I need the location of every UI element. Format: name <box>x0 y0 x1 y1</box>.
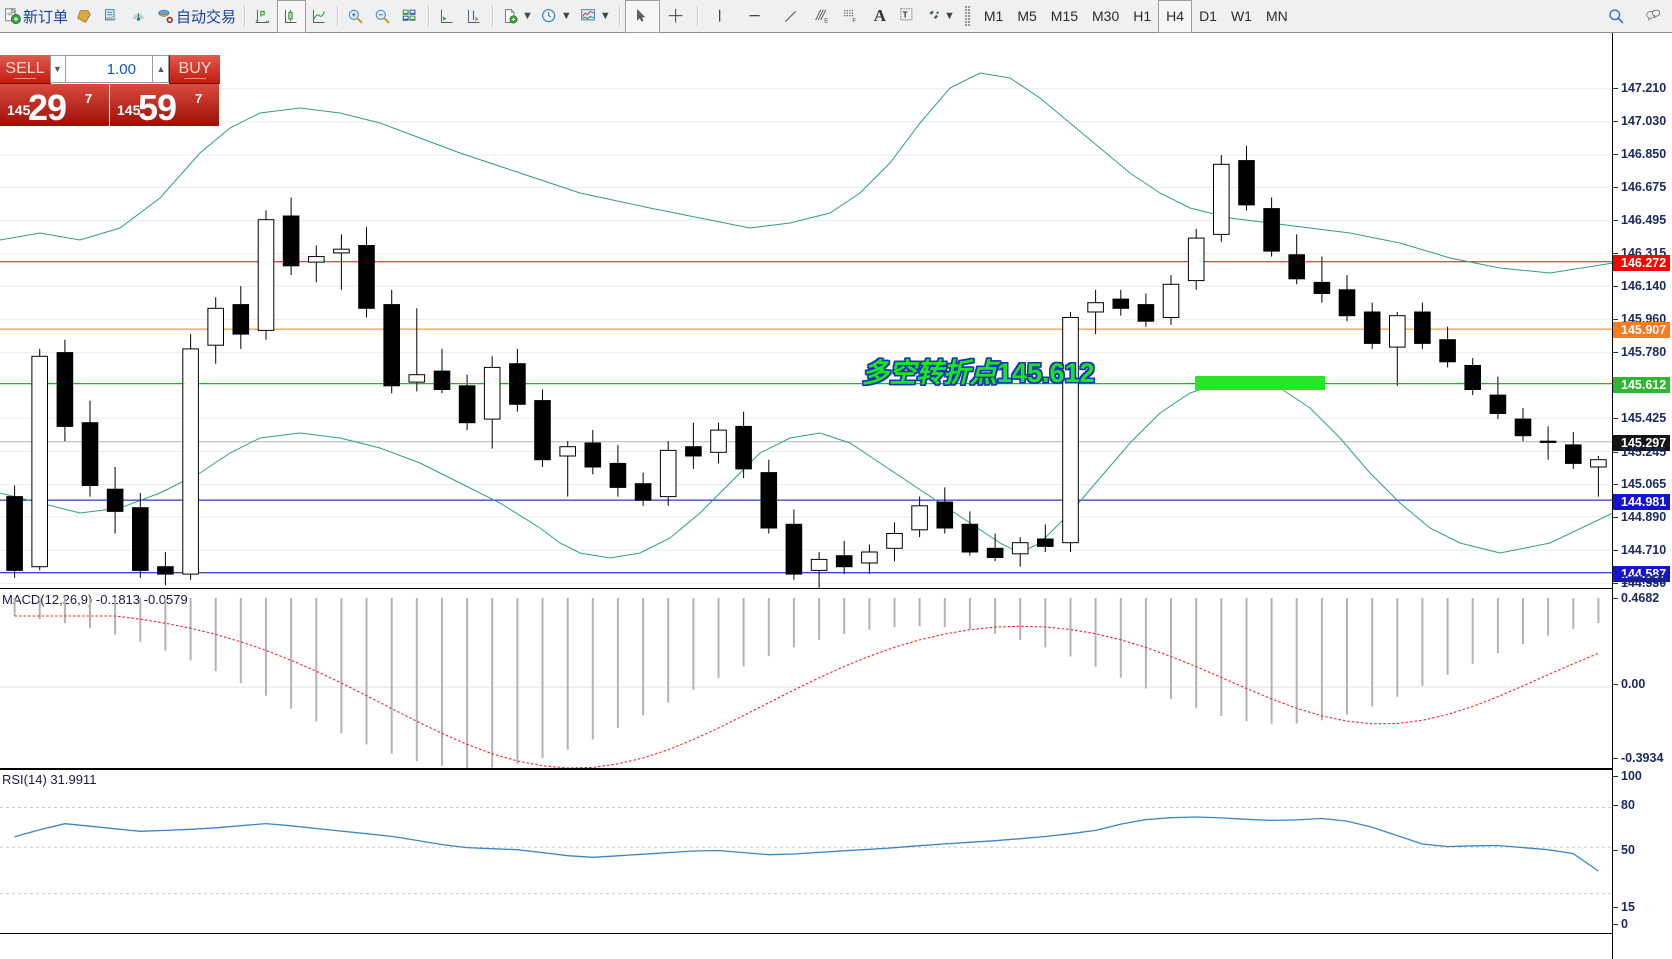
svg-text:F: F <box>852 18 856 24</box>
svg-text:T: T <box>903 9 909 19</box>
svg-text:E: E <box>824 18 828 24</box>
